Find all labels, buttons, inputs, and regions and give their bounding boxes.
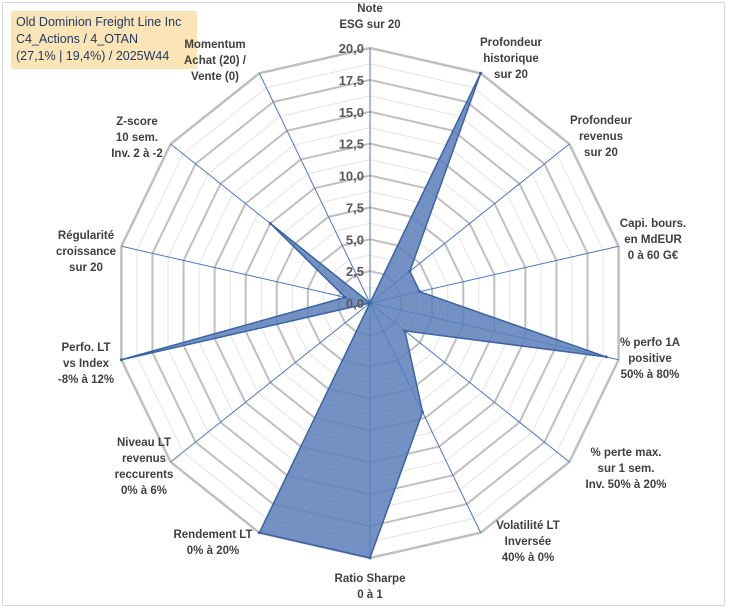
tick-label: 17,5 <box>339 73 364 88</box>
data-point <box>268 222 272 226</box>
data-point <box>257 531 261 535</box>
axis-label: Perfo. LT vs Index -8% à 12% <box>58 342 114 386</box>
title-line-2: C4_Actions / 4_OTAN <box>16 32 139 46</box>
chart-title-box: Old Dominion Freight Line Inc C4_Actions… <box>11 11 197 69</box>
axis-label: Rendement LT 0% à 20% <box>173 529 252 557</box>
data-point <box>368 301 372 305</box>
axis-label: % perfo 1A positive 50% à 80% <box>620 337 680 381</box>
axis-label: Régularité croissance sur 20 <box>56 230 116 274</box>
title-line-3: (27,1% | 19,4%) / 2025W44 <box>16 49 170 63</box>
axis-label: Profondeur revenus sur 20 <box>570 115 632 159</box>
axis-spoke <box>258 73 371 304</box>
data-series-area <box>121 72 607 559</box>
tick-label: 10,0 <box>339 169 364 184</box>
data-point <box>119 358 123 362</box>
axis-label: Volatilité LT Inversée 40% à 0% <box>496 520 559 564</box>
axis-label: Ratio Sharpe 0 à 1 <box>335 573 406 601</box>
data-point <box>343 295 347 299</box>
data-point <box>418 290 422 294</box>
axis-label: Profondeur historique sur 20 <box>480 37 542 81</box>
axis-spoke <box>121 245 371 304</box>
axis-label: Capi. bours. en MdEUR 0 à 60 G€ <box>620 218 686 262</box>
tick-label: 0,0 <box>346 296 364 311</box>
data-point <box>368 556 372 560</box>
data-point <box>421 410 425 414</box>
axis-label: Niveau LT revenus reccurents 0% à 6% <box>115 437 174 497</box>
data-point <box>479 71 483 75</box>
tick-label: 2,5 <box>346 264 364 279</box>
axis-label: Note ESG sur 20 <box>339 3 400 31</box>
axis-label: Z-score 10 sem. Inv. 2 à -2 <box>111 116 163 160</box>
tick-label: 12,5 <box>339 137 364 152</box>
axis-label: Momentum Achat (20) / Vente (0) <box>184 39 247 83</box>
tick-label: 5,0 <box>346 232 364 247</box>
data-point <box>604 355 608 359</box>
tick-label: 15,0 <box>339 105 364 120</box>
title-line-1: Old Dominion Freight Line Inc <box>16 15 182 29</box>
data-point <box>403 329 407 333</box>
data-point <box>408 269 412 273</box>
axis-spoke <box>170 302 371 463</box>
axis-label: % perte max. sur 1 sem. Inv. 50% à 20% <box>586 447 667 491</box>
tick-label: 7,5 <box>346 200 364 215</box>
tick-label: 20,0 <box>339 41 364 56</box>
